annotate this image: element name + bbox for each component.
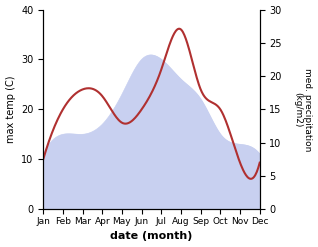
- Y-axis label: med. precipitation
(kg/m2): med. precipitation (kg/m2): [293, 68, 313, 151]
- X-axis label: date (month): date (month): [110, 231, 193, 242]
- Y-axis label: max temp (C): max temp (C): [5, 76, 16, 143]
